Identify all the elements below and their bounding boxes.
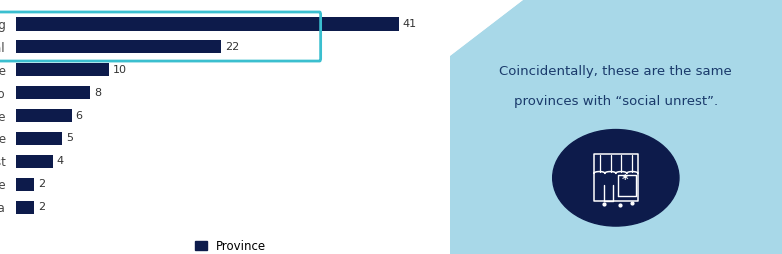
Text: Coincidentally, these are the same: Coincidentally, these are the same bbox=[500, 65, 732, 78]
Text: 5: 5 bbox=[66, 134, 74, 144]
Bar bbox=[16, 17, 399, 30]
Text: provinces with “social unrest”.: provinces with “social unrest”. bbox=[514, 95, 718, 108]
Text: 8: 8 bbox=[94, 88, 102, 98]
Bar bbox=[16, 63, 109, 76]
Text: 4: 4 bbox=[57, 156, 64, 166]
Bar bbox=[16, 132, 63, 145]
Text: 22: 22 bbox=[225, 42, 239, 52]
Polygon shape bbox=[450, 0, 522, 56]
Text: *: * bbox=[622, 173, 628, 186]
Bar bbox=[16, 201, 34, 214]
Bar bbox=[16, 155, 53, 168]
Text: 41: 41 bbox=[403, 19, 417, 29]
Text: 2: 2 bbox=[38, 202, 45, 212]
Text: 6: 6 bbox=[76, 110, 82, 121]
Bar bbox=[16, 40, 221, 54]
Polygon shape bbox=[450, 0, 782, 254]
Bar bbox=[16, 109, 72, 122]
Text: 2: 2 bbox=[38, 179, 45, 189]
Bar bbox=[16, 178, 34, 191]
Bar bbox=[16, 86, 91, 99]
Text: 10: 10 bbox=[113, 65, 127, 75]
Circle shape bbox=[553, 130, 679, 226]
Legend: Province: Province bbox=[190, 235, 271, 254]
